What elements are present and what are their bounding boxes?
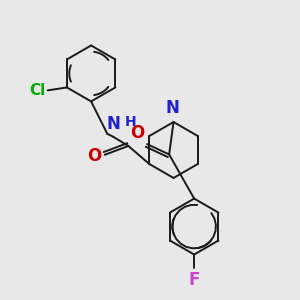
Text: H: H bbox=[124, 115, 136, 128]
Text: N: N bbox=[106, 115, 120, 133]
Text: Cl: Cl bbox=[29, 83, 45, 98]
Text: N: N bbox=[165, 99, 179, 117]
Text: O: O bbox=[88, 147, 102, 165]
Text: O: O bbox=[130, 124, 145, 142]
Text: F: F bbox=[188, 271, 200, 289]
